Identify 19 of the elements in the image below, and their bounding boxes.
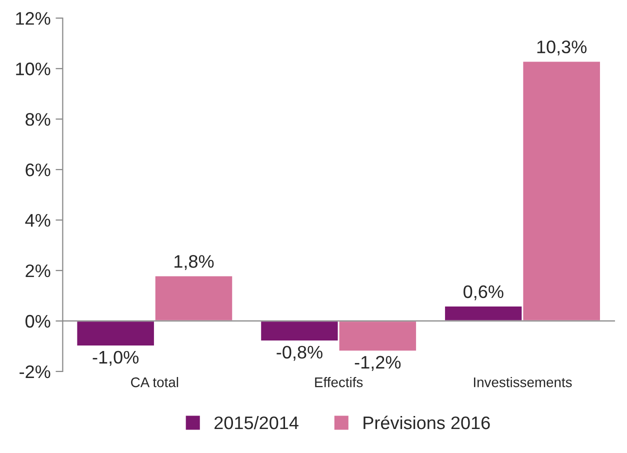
- data-label: -1,0%: [92, 350, 139, 366]
- y-tick-label: 2%: [26, 264, 50, 278]
- x-tick-label: Effectifs: [315, 377, 363, 388]
- x-tick-label: CA total: [131, 377, 178, 388]
- y-tick-label: 10%: [16, 62, 50, 76]
- data-label: 0,6%: [464, 285, 504, 300]
- data-label: -0,8%: [276, 346, 322, 361]
- y-tick-label: 6%: [26, 163, 50, 176]
- y-tick-label: 0%: [26, 314, 50, 328]
- legend-label: 2015/2014: [214, 416, 298, 430]
- data-label: 1,8%: [174, 255, 214, 270]
- y-tick-label: 8%: [26, 113, 50, 126]
- y-tick-label: -2%: [20, 365, 50, 378]
- y-tick-label: 12%: [16, 12, 50, 25]
- data-label: 10,3%: [537, 40, 587, 56]
- data-label: -1,2%: [354, 356, 401, 371]
- x-tick-label: Investissements: [474, 377, 572, 388]
- y-tick-label: 4%: [25, 214, 50, 227]
- legend-label: Prévisions 2016: [364, 416, 490, 430]
